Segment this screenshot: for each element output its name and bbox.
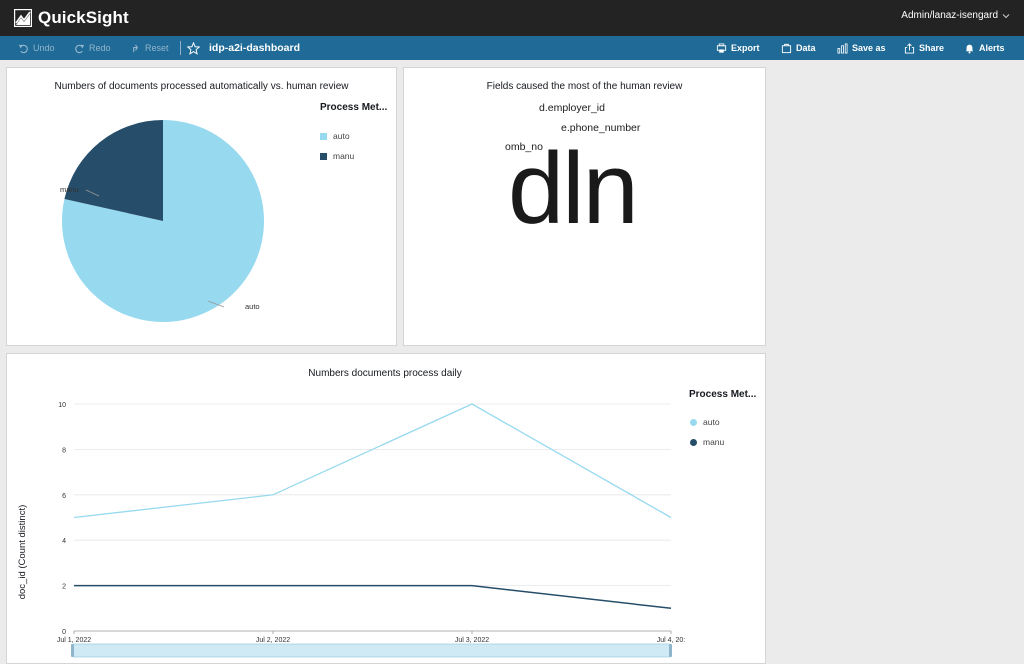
toolbar-divider	[180, 41, 181, 55]
word-phone-number[interactable]: e.phone_number	[561, 122, 641, 134]
export-button[interactable]: Export	[716, 36, 760, 60]
save-as-label: Save as	[852, 43, 886, 53]
alerts-button[interactable]: Alerts	[964, 36, 1005, 60]
line-legend-item-auto[interactable]: auto	[690, 417, 720, 427]
line-legend-title: Process Met...	[689, 389, 757, 400]
pie-slice-manu[interactable]	[64, 120, 163, 221]
bell-icon	[965, 44, 974, 53]
y-tick-label: 10	[58, 402, 66, 409]
save-as-button[interactable]: Save as	[837, 36, 886, 60]
legend-swatch-auto	[320, 132, 327, 140]
redo-button[interactable]: Redo	[74, 36, 111, 60]
chevron-down-icon	[1002, 13, 1010, 18]
user-menu[interactable]: Admin/lanaz-isengard	[901, 10, 1010, 21]
y-axis-label: doc_id (Count distinct)	[17, 505, 28, 600]
pie-label-leader-auto	[207, 300, 225, 308]
dashboard-toolbar: Undo Redo Reset idp-a2i-dashboard Export…	[0, 36, 1024, 60]
line-series-auto[interactable]	[73, 403, 672, 519]
quicksight-logo-icon	[14, 9, 32, 27]
redo-icon	[75, 44, 85, 53]
share-icon	[904, 42, 915, 54]
legend-label-auto: auto	[333, 131, 350, 141]
star-icon	[187, 41, 200, 55]
pie-legend-item-manu[interactable]: manu	[320, 151, 354, 161]
pie-chart[interactable]: manu auto	[7, 68, 398, 347]
top-bar: QuickSight Admin/lanaz-isengard	[0, 0, 1024, 36]
x-tick-label: Jul 4, 20:	[657, 637, 685, 644]
share-button[interactable]: Share	[904, 36, 944, 60]
word-dln[interactable]: dln	[508, 133, 639, 245]
data-button[interactable]: Data	[781, 36, 816, 60]
user-name: Admin/lanaz-isengard	[901, 10, 998, 21]
word-omb-no[interactable]: omb_no	[505, 141, 543, 153]
legend-label-manu: manu	[703, 437, 725, 447]
x-tick-label: Jul 3, 2022	[455, 637, 489, 644]
data-label: Data	[796, 43, 816, 53]
legend-label-auto: auto	[703, 417, 720, 427]
line-chart[interactable]: 0 2 4 6 8 10 Jul 1, 2022 Jul 2, 2022 Jul 3, 202…	[7, 354, 687, 664]
reset-button[interactable]: Reset	[130, 36, 169, 60]
export-icon	[716, 43, 727, 53]
pie-slice-label-auto: auto	[245, 302, 260, 311]
y-tick-label: 4	[62, 538, 66, 545]
pie-chart-panel[interactable]: Numbers of documents processed automatic…	[6, 67, 397, 346]
legend-swatch-manu	[320, 152, 327, 160]
line-legend-item-manu[interactable]: manu	[690, 437, 724, 447]
favorite-button[interactable]	[187, 36, 200, 60]
line-chart-title: Numbers documents process daily	[308, 368, 462, 379]
redo-label: Redo	[89, 43, 111, 53]
share-label: Share	[919, 43, 945, 53]
line-series-manu[interactable]	[74, 584, 672, 610]
pie-slice-label-manu: manu	[60, 185, 79, 194]
dashboard-title: idp-a2i-dashboard	[209, 36, 300, 60]
word-cloud-panel[interactable]: Fields caused the most of the human revi…	[403, 67, 766, 346]
undo-icon	[18, 44, 28, 53]
reset-label: Reset	[145, 43, 169, 53]
y-tick-label: 2	[62, 584, 66, 591]
bar-chart-icon	[837, 43, 848, 53]
line-chart-panel[interactable]: Numbers documents process daily 0 2 4 6 8 10 …	[6, 353, 766, 664]
x-tick-label: Jul 1, 2022	[57, 637, 91, 644]
app-name: QuickSight	[38, 8, 129, 27]
legend-dot-manu	[690, 438, 697, 446]
export-label: Export	[731, 43, 760, 53]
pie-chart-title: Numbers of documents processed automatic…	[54, 81, 349, 92]
quicksight-logo[interactable]: QuickSight	[14, 8, 129, 28]
word-cloud-title: Fields caused the most of the human revi…	[486, 81, 683, 92]
legend-dot-auto	[690, 418, 697, 426]
y-tick-label: 0	[62, 629, 66, 636]
undo-label: Undo	[33, 43, 55, 53]
dashboard-title-text: idp-a2i-dashboard	[209, 42, 301, 54]
reset-icon	[133, 44, 138, 52]
y-tick-label: 8	[62, 447, 66, 454]
x-axis-range-slider[interactable]	[71, 643, 672, 658]
pie-label-leader-manu	[85, 189, 100, 197]
pie-legend-title: Process Met...	[320, 102, 388, 113]
range-slider-left-handle[interactable]	[71, 644, 74, 657]
legend-label-manu: manu	[333, 151, 355, 161]
x-tick-label: Jul 2, 2022	[256, 637, 290, 644]
y-tick-label: 6	[62, 493, 66, 500]
database-icon	[781, 43, 792, 53]
range-slider-right-handle[interactable]	[669, 644, 672, 657]
word-employer-id[interactable]: d.employer_id	[539, 102, 605, 114]
pie-legend-item-auto[interactable]: auto	[320, 131, 350, 141]
undo-button[interactable]: Undo	[18, 36, 55, 60]
alerts-label: Alerts	[979, 43, 1005, 53]
